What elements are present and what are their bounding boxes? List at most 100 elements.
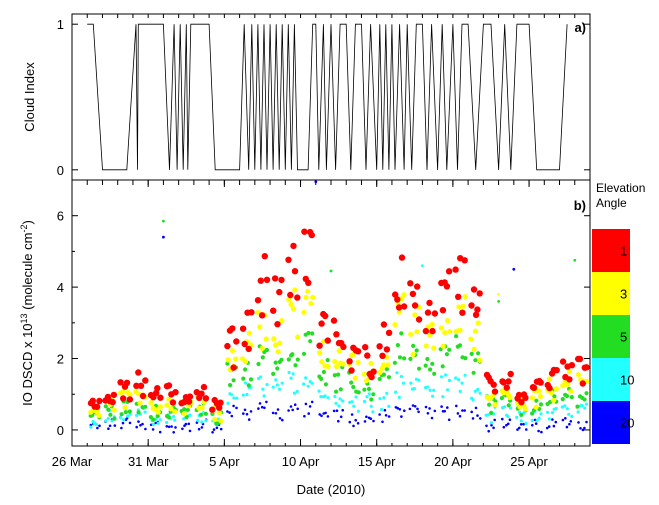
data-point	[432, 371, 437, 376]
data-point	[317, 350, 323, 356]
data-point	[271, 275, 279, 282]
data-point	[304, 376, 308, 380]
data-point	[417, 366, 422, 371]
data-point	[577, 421, 580, 424]
data-point	[318, 320, 325, 327]
outlier-point	[497, 300, 500, 303]
data-point	[151, 417, 156, 422]
data-point	[133, 382, 140, 389]
data-point	[399, 331, 404, 336]
data-point	[338, 387, 343, 392]
data-point	[293, 403, 297, 407]
data-point	[579, 380, 586, 387]
outlier-point	[329, 269, 333, 273]
data-point	[243, 367, 248, 372]
data-point	[141, 422, 144, 426]
data-point	[411, 404, 415, 407]
data-point	[339, 415, 343, 419]
data-point	[352, 404, 356, 408]
ylabel-close: )	[20, 220, 35, 224]
data-point	[185, 398, 193, 405]
data-point	[548, 390, 555, 396]
data-point	[241, 340, 248, 348]
legend-label: 10	[620, 373, 634, 388]
data-point	[96, 426, 99, 430]
data-point	[103, 404, 108, 409]
panel-b-label: b)	[574, 198, 586, 213]
data-point	[559, 358, 567, 365]
data-point	[326, 415, 330, 418]
data-point	[473, 389, 477, 393]
data-point	[198, 412, 204, 417]
data-point	[316, 342, 323, 349]
data-point	[503, 405, 507, 409]
data-point	[430, 416, 434, 420]
data-point	[471, 398, 475, 402]
data-point	[439, 375, 444, 379]
data-point	[490, 381, 497, 388]
legend-swatch	[592, 315, 630, 358]
data-point	[583, 406, 587, 410]
data-point	[127, 392, 133, 398]
data-point	[108, 424, 112, 428]
data-point	[276, 408, 280, 411]
data-point	[244, 381, 248, 385]
data-point	[576, 355, 584, 363]
data-point	[341, 408, 345, 412]
data-point	[525, 428, 528, 431]
data-point	[334, 364, 340, 370]
data-point	[416, 407, 419, 411]
data-point	[260, 405, 264, 409]
data-point	[278, 276, 285, 284]
data-point	[122, 404, 128, 411]
legend-label: 3	[620, 287, 627, 302]
data-point	[460, 381, 464, 385]
data-point	[245, 345, 252, 353]
data-point	[274, 321, 281, 328]
y-tick-label: 0	[57, 423, 64, 438]
data-point	[246, 330, 252, 336]
data-point	[338, 397, 342, 401]
data-point	[216, 410, 222, 416]
y-tick-label: 1	[57, 17, 64, 32]
data-point	[96, 397, 103, 405]
data-point	[576, 410, 580, 414]
data-point	[440, 405, 443, 408]
data-point	[245, 412, 249, 416]
data-point	[468, 302, 475, 309]
data-point	[430, 361, 435, 366]
data-point	[241, 376, 246, 381]
data-point	[403, 409, 406, 413]
data-point	[385, 391, 389, 395]
data-point	[579, 427, 582, 430]
legend-swatch	[592, 401, 630, 444]
data-point	[228, 383, 233, 388]
data-point	[239, 325, 247, 332]
data-point	[275, 383, 279, 387]
data-point	[354, 395, 358, 399]
data-point	[444, 373, 448, 377]
data-point	[324, 337, 331, 344]
data-point	[230, 364, 237, 371]
data-point	[392, 322, 398, 328]
data-point	[248, 309, 255, 316]
data-point	[259, 375, 263, 379]
data-point	[308, 339, 313, 344]
data-point	[219, 427, 223, 431]
data-point	[120, 426, 123, 430]
data-point	[382, 396, 386, 400]
x-tick-label: 10 Apr	[282, 454, 320, 469]
data-point	[165, 420, 169, 425]
data-point	[387, 415, 391, 418]
data-point	[458, 414, 462, 418]
data-point	[334, 401, 338, 405]
data-point	[348, 420, 352, 424]
data-point	[363, 420, 367, 423]
data-point	[341, 399, 345, 403]
data-point	[232, 404, 235, 408]
data-point	[568, 388, 574, 394]
ylabel-main: IO DSCD x 10	[20, 323, 35, 405]
data-point	[263, 406, 266, 410]
data-point	[93, 403, 101, 410]
data-point	[278, 417, 282, 420]
